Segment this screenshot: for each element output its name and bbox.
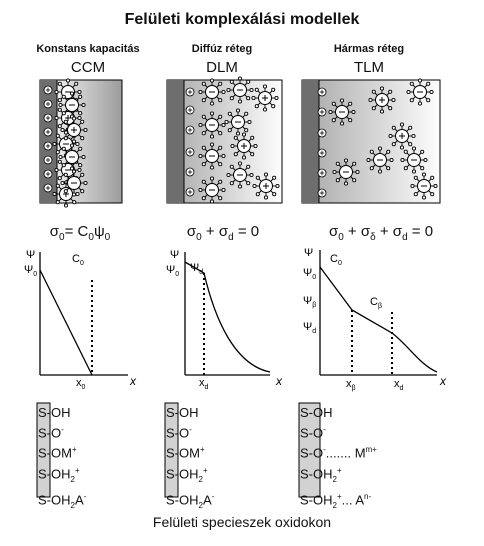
ccm-abbr: CCM	[70, 59, 106, 76]
species-item: S-O-....... Mm+	[300, 445, 377, 461]
species-item: S-OM+	[166, 445, 205, 461]
dlm-species-list: S-OH S-O- S-OM+ S-OH2+ S-OH2A-	[166, 404, 214, 514]
tlm-xd-tick: xd	[394, 378, 404, 392]
tlm-graph: Ψ Ψ0 Ψβ Ψd C0 Cβ x xβ xd	[303, 247, 447, 392]
ccm-equation: σ0= C0ψ0	[49, 223, 111, 243]
potential-graphs: Ψ Ψ0 C0 x x0 Ψ Ψ0 Ψd x xd Ψ Ψ0 Ψβ Ψd C0 …	[24, 247, 447, 392]
dlm-header: Diffúz réteg	[191, 43, 253, 55]
species-item: S-OM+	[38, 445, 77, 461]
tlm-header: Hármas réteg	[333, 43, 405, 55]
ccm-graph: Ψ Ψ0 C0 x x0	[24, 249, 137, 391]
ccm-panel	[39, 78, 123, 207]
interface-panels	[39, 76, 441, 210]
dlm-graph: Ψ Ψ0 Ψd x xd	[166, 249, 283, 391]
ccm-x-axis-label: x	[129, 374, 137, 388]
dlm-xd-tick: xd	[199, 377, 209, 391]
tlm-cb-label: Cβ	[370, 296, 382, 310]
species-surface-boxes	[36, 402, 321, 498]
dlm-psid-label: Ψd	[190, 262, 203, 276]
ccm-header: Konstans kapacitás	[36, 43, 140, 55]
species-item: S-O-	[166, 425, 192, 441]
species-item: S-OH	[300, 405, 333, 420]
tlm-psi0-label: Ψ0	[303, 267, 316, 281]
species-item: S-OH2+	[38, 465, 80, 484]
species-item: S-OH2+	[166, 465, 208, 484]
dlm-panel	[166, 76, 283, 204]
ccm-psi0-label: Ψ0	[24, 264, 37, 278]
dlm-x-axis-label: x	[275, 374, 283, 388]
tlm-abbr: TLM	[354, 59, 384, 76]
tlm-y-axis-label: Ψ	[304, 247, 313, 259]
tlm-panel	[301, 78, 441, 204]
tlm-c0-label: C0	[330, 253, 342, 267]
main-title: Felületi komplexálási modellek	[124, 11, 360, 28]
ccm-y-axis-label: Ψ	[26, 249, 35, 261]
species-item: S-O-	[38, 425, 64, 441]
tlm-equation: σ0 + σδ + σd = 0	[328, 223, 434, 243]
ccm-x0-tick: x0	[76, 377, 86, 391]
tlm-x-axis-label: x	[439, 374, 447, 388]
dlm-y-axis-label: Ψ	[170, 249, 179, 261]
species-item: S-O-	[300, 425, 326, 441]
tlm-psid-label: Ψd	[303, 321, 316, 335]
dlm-equation: σ0 + σd = 0	[186, 223, 260, 243]
ccm-species-list: S-OH S-O- S-OM+ S-OH2+ S-OH2A-	[38, 404, 86, 514]
species-item: S-OH2A-	[38, 491, 87, 510]
ccm-c0-label: C0	[72, 253, 84, 267]
dlm-abbr: DLM	[206, 59, 238, 76]
species-item: S-OH2+	[300, 465, 342, 484]
species-item: S-OH	[38, 405, 71, 420]
dlm-psi0-label: Ψ0	[166, 264, 179, 278]
species-item: S-OH2+... An-	[300, 491, 372, 510]
footer-caption: Felületi specieszek oxidokon	[152, 514, 332, 530]
tlm-xb-tick: xβ	[346, 378, 356, 392]
tlm-psib-label: Ψβ	[303, 295, 316, 309]
species-item: S-OH	[166, 405, 199, 420]
tlm-species-list: S-OH S-O- S-O-....... Mm+ S-OH2+ S-OH2+.…	[300, 404, 377, 514]
species-item: S-OH2A-	[166, 491, 215, 510]
